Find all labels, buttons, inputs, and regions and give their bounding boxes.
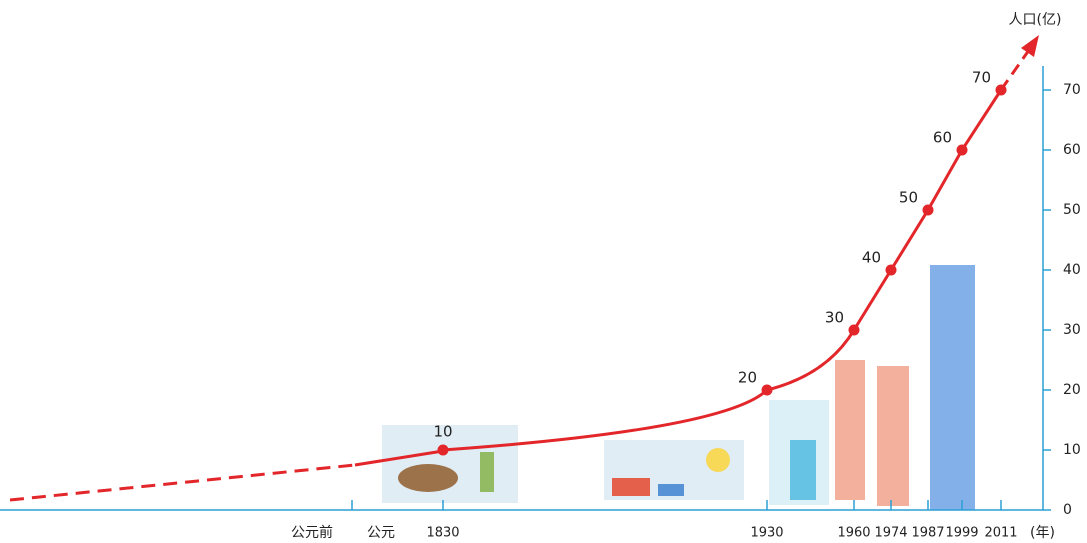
data-label: 70: [972, 69, 991, 87]
y-tick-label: 70: [1063, 82, 1081, 98]
era-label: 公元: [367, 525, 395, 541]
y-tick-label: 60: [1063, 142, 1081, 158]
x-tick-label: 2011: [984, 526, 1017, 541]
x-axis-label: (年): [1030, 525, 1055, 541]
y-tick-label: 0: [1063, 502, 1072, 518]
data-point: [848, 324, 860, 336]
data-label: 50: [899, 189, 918, 207]
data-point: [437, 444, 449, 456]
y-tick-label: 40: [1063, 262, 1081, 278]
data-point: [761, 384, 773, 396]
lead-in-line: [354, 449, 444, 467]
y-tick-label: 20: [1063, 382, 1081, 398]
trend-arrow: [999, 49, 1031, 91]
data-label: 30: [825, 309, 844, 327]
y-tick-label: 30: [1063, 322, 1081, 338]
x-tick-label: 1974: [874, 526, 907, 541]
data-point: [885, 264, 897, 276]
data-label: 60: [933, 129, 952, 147]
series-line: [442, 89, 1003, 452]
x-tick-label: 1987: [911, 526, 944, 541]
y-tick-label: 10: [1063, 442, 1081, 458]
lead-in-line: [9, 463, 356, 502]
data-point: [922, 204, 934, 216]
illustrations: [382, 265, 975, 510]
y-tick-label: 50: [1063, 202, 1081, 218]
x-tick-label: 1930: [750, 526, 783, 541]
data-label: 20: [738, 369, 757, 387]
data-label: 10: [433, 423, 452, 441]
y-axis-label: 人口(亿): [1009, 12, 1062, 28]
data-label: 40: [862, 249, 881, 267]
era-label: 公元前: [291, 524, 333, 541]
data-point: [956, 144, 968, 156]
x-tick-label: 1960: [837, 526, 870, 541]
x-tick-label: 1830: [426, 526, 459, 541]
x-tick-label: 1999: [945, 526, 978, 541]
arrow-head: [1021, 35, 1039, 57]
data-point: [995, 84, 1007, 96]
